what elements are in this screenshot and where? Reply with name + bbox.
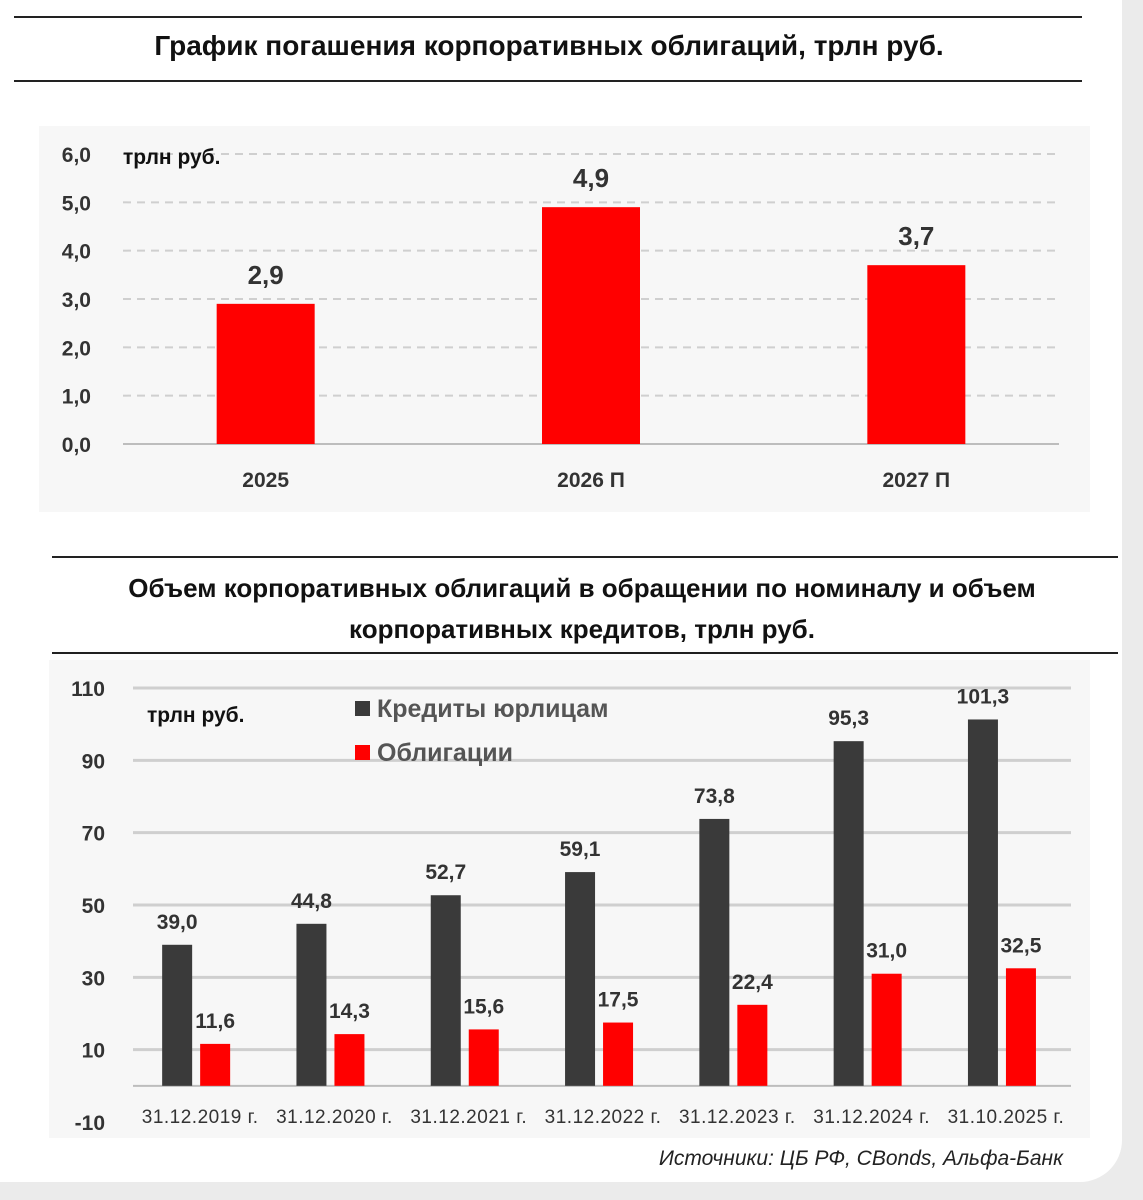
chart1-bar [867,265,966,444]
chart1-value-label: 3,7 [898,221,934,251]
chart2-bar-bonds [200,1043,231,1086]
chart2-category-label: 31.12.2022 г. [545,1107,662,1128]
chart2-value-label-bonds: 11,6 [195,1010,235,1033]
chart1-value-label: 2,9 [248,260,284,290]
chart2-value-label-bonds: 14,3 [329,1000,370,1023]
chart1-title: График погашения корпоративных облигаций… [154,30,944,61]
chart2-ytick-label: 50 [82,895,105,918]
chart2-ytick-label: -10 [75,1112,105,1135]
chart2-category-label: 31.12.2024 г. [813,1107,930,1128]
chart2-bar-bonds [871,973,902,1086]
chart1-category-label: 2026 П [557,469,625,492]
chart2-category-label: 31.12.2021 г. [410,1107,527,1128]
legend-swatch-loans [355,701,370,716]
chart2-value-label-loans: 39,0 [157,911,198,934]
chart1-bar [216,303,315,444]
chart2-ytick-label: 30 [82,967,105,990]
chart2-bar-bonds [737,1004,768,1086]
chart2-value-label-bonds: 15,6 [463,995,504,1018]
chart2-value-label-bonds: 22,4 [732,971,773,994]
chart1-panel: 0,0 1,0 2,0 3,0 4,0 5,0 6,0 трлн руб. 2,9 2025 4,9… [39,126,1090,512]
chart2-value-label-loans: 73,8 [694,785,735,808]
chart2-bar-bonds [603,1022,634,1086]
repayment-chart: 0,0 1,0 2,0 3,0 4,0 5,0 6,0 трлн руб. 2,9 2025 4,9… [62,144,1059,492]
chart2-value-label-loans: 44,8 [291,890,332,913]
chart2-bar-loans [699,818,730,1086]
chart2-ytick-label: 90 [82,750,105,773]
chart2-title-rule [52,652,1118,654]
chart2-category-label: 31.12.2023 г. [679,1107,796,1128]
chart1-ytick-label: 0,0 [62,434,91,457]
chart2-title: Объем корпоративных облигаций в обращени… [52,568,1112,650]
chart2-category-label: 31.10.2025 г. [948,1107,1065,1128]
chart2-value-label-loans: 101,3 [957,685,1010,708]
chart2-bar-loans [565,872,596,1086]
chart2-panel: -10 10 30 50 70 90 110 трлн руб. Кредиты юрлицам… [49,660,1090,1138]
chart1-category-label: 2025 [242,469,289,492]
chart2-bar-loans [967,719,998,1086]
chart2-bar-bonds [468,1029,499,1086]
chart2-ytick-label: 10 [82,1040,105,1063]
legend-swatch-bonds [355,745,370,760]
chart2-bar-loans [430,895,461,1086]
chart2-unit-label: трлн руб. [147,704,244,727]
chart2-bar-bonds [1005,968,1036,1086]
chart2-value-label-loans: 95,3 [828,707,869,730]
chart2-bar-loans [162,944,193,1086]
legend-label-loans: Кредиты юрлицам [377,695,609,723]
chart1-bar [542,207,640,444]
chart2-bar-loans [296,923,327,1086]
top-rule [14,16,1082,18]
chart2-bar-bonds [334,1034,365,1086]
chart2-value-label-loans: 59,1 [560,838,601,861]
chart2-ytick-label: 110 [71,678,105,701]
chart1-title-rule [14,80,1082,82]
chart1-ytick-label: 3,0 [62,289,91,312]
chart2-category-label: 31.12.2019 г. [142,1107,259,1128]
chart2-value-label-loans: 52,7 [425,861,466,884]
source-note: Источники: ЦБ РФ, CBonds, Альфа-Банк [658,1147,1063,1170]
chart1-ytick-label: 2,0 [62,337,91,360]
chart2-value-label-bonds: 17,5 [598,989,639,1012]
chart2-title-line1: Объем корпоративных облигаций в обращени… [128,573,1036,603]
chart2-value-label-bonds: 31,0 [866,940,907,963]
chart2-top-rule [52,556,1118,558]
chart2-bar-loans [833,741,864,1086]
chart1-ytick-label: 6,0 [62,144,91,167]
chart2-ytick-label: 70 [82,823,105,846]
bonds-vs-loans-chart: -10 10 30 50 70 90 110 трлн руб. Кредиты юрлицам… [71,678,1071,1135]
chart1-value-label: 4,9 [573,163,609,193]
chart2-title-line2: корпоративных кредитов, трлн руб. [349,614,815,644]
legend-label-bonds: Облигации [377,739,513,767]
chart1-ytick-label: 4,0 [62,241,91,264]
chart2-category-label: 31.12.2020 г. [276,1107,393,1128]
chart2-value-label-bonds: 32,5 [1001,934,1042,957]
chart1-ytick-label: 5,0 [62,192,91,215]
chart1-category-label: 2027 П [883,469,951,492]
chart1-unit-label: трлн руб. [123,146,220,169]
chart1-ytick-label: 1,0 [62,386,91,409]
